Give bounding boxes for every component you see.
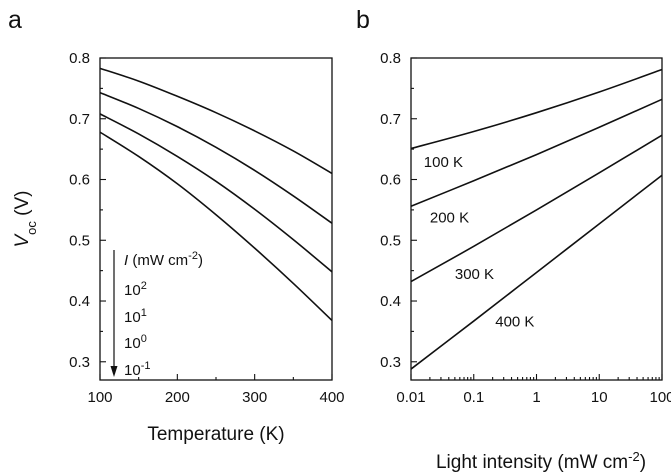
legend-arrow-head	[110, 366, 118, 377]
x-tick-label: 300	[242, 389, 267, 406]
ticks-b: 0.3 0.4 0.5 0.6 0.7 0.8 0.01 0.1 1 10 100	[380, 50, 671, 406]
x-tick-label: 10	[591, 389, 608, 406]
series-line-b-1	[410, 98, 663, 207]
panel-label-a: a	[8, 6, 22, 34]
y-tick-label: 0.3	[380, 354, 401, 371]
y-tick-label: 0.3	[69, 354, 90, 371]
y-tick-label: 0.4	[380, 293, 401, 310]
y-tick-label: 0.6	[69, 172, 90, 189]
y-tick-label: 0.8	[69, 50, 90, 67]
panel-label-b: b	[356, 6, 370, 34]
legend-title: I (mW cm-2)	[124, 250, 203, 269]
x-tick-label: 400	[319, 389, 344, 406]
panel-b: b 0.3 0.4 0.5 0.6 0.7 0.8 0.01 0.1 1 10 100 100 K 2…	[356, 6, 671, 473]
x-tick-label: 100	[87, 389, 112, 406]
series-line-a-2	[99, 113, 333, 273]
y-tick-label: 0.5	[69, 232, 90, 249]
series-group-b	[410, 68, 663, 370]
legend-entry: 10-1	[124, 360, 150, 379]
y-axis-label-a: Voc (V)	[12, 190, 39, 247]
y-tick-label: 0.6	[380, 172, 401, 189]
series-line-b-0	[410, 68, 663, 150]
panel-a: a 0.3 0.4 0.5 0.6 0.7 0.8 100 200 300 400 Voc (V)…	[8, 6, 345, 445]
y-tick-label: 0.4	[69, 293, 90, 310]
legend-a: I (mW cm-2) 102 101 100 10-1	[110, 250, 203, 379]
x-tick-label: 1	[532, 389, 540, 406]
x-tick-label: 0.01	[396, 389, 425, 406]
y-tick-label: 0.7	[69, 111, 90, 128]
x-axis-label-b: Light intensity (mW cm-2)	[436, 449, 646, 473]
series-label: 100 K	[424, 154, 463, 171]
series-group-a	[99, 67, 333, 322]
series-label: 400 K	[495, 313, 534, 330]
ticks-a: 0.3 0.4 0.5 0.6 0.7 0.8 100 200 300 400	[69, 50, 344, 406]
x-tick-label: 0.1	[463, 389, 484, 406]
series-label: 200 K	[430, 210, 469, 227]
x-tick-label: 200	[165, 389, 190, 406]
y-tick-label: 0.8	[380, 50, 401, 67]
y-tick-label: 0.7	[380, 111, 401, 128]
series-line-b-2	[410, 134, 663, 283]
x-axis-label-a: Temperature (K)	[147, 424, 284, 445]
x-tick-label: 100	[649, 389, 671, 406]
legend-entry: 102	[124, 280, 147, 299]
series-label: 300 K	[455, 266, 494, 283]
y-tick-label: 0.5	[380, 232, 401, 249]
series-line-a-0	[99, 67, 333, 175]
series-line-a-1	[99, 91, 333, 224]
series-labels-b: 100 K 200 K 300 K 400 K	[424, 154, 535, 330]
legend-entry: 100	[124, 333, 147, 352]
legend-entry: 101	[124, 307, 147, 326]
series-line-b-3	[410, 174, 663, 370]
series-line-a-3	[99, 131, 333, 322]
